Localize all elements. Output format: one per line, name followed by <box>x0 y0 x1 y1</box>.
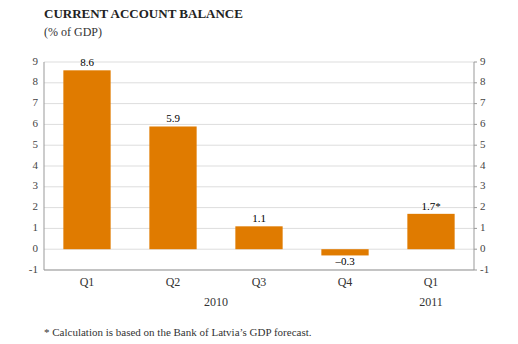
y-tick-label: 1 <box>33 221 39 233</box>
data-label: 8.6 <box>80 56 94 68</box>
y2-tick-label: 3 <box>480 179 486 191</box>
y-tick-label: 6 <box>33 117 39 129</box>
y-tick-label: 7 <box>33 96 39 108</box>
title: CURRENT ACCOUNT BALANCE <box>44 6 243 21</box>
group-label: 2010 <box>204 295 228 309</box>
y2-tick-label: 7 <box>480 96 486 108</box>
y-tick-label: -1 <box>29 263 38 275</box>
footnote: * Calculation is based on the Bank of La… <box>44 326 312 338</box>
bar <box>149 126 196 249</box>
x-tick-label: Q1 <box>80 275 95 289</box>
x-axis <box>44 270 474 271</box>
y2-tick-label: 0 <box>480 242 486 254</box>
grid-line <box>44 62 474 63</box>
group-label: 2011 <box>419 295 443 309</box>
x-tick-label: Q1 <box>424 275 439 289</box>
bars <box>63 70 454 255</box>
y2-axis <box>474 62 475 270</box>
y-tick-label: 3 <box>33 179 39 191</box>
y-tick-label: 9 <box>33 55 39 67</box>
x-tick-label: Q2 <box>166 275 181 289</box>
data-label: 5.9 <box>166 112 180 124</box>
y2-tick-label: 8 <box>480 75 486 87</box>
chart: CURRENT ACCOUNT BALANCE (% of GDP) -1 0 1 2 3 4… <box>0 0 518 344</box>
data-label: –0.3 <box>334 255 355 267</box>
y-tick-label: 2 <box>33 200 39 212</box>
y2-tick-label: 2 <box>480 200 486 212</box>
y-tick-label: 5 <box>33 138 39 150</box>
x-tick-label: Q4 <box>338 275 353 289</box>
y2-tick-label: 5 <box>480 138 486 150</box>
data-label: 1.7* <box>421 200 440 212</box>
y-tick-label: 0 <box>33 242 39 254</box>
grid-line <box>44 270 474 271</box>
y2-tick-label: 4 <box>480 159 486 171</box>
x-tick-label: Q3 <box>252 275 267 289</box>
y2-tick-label: 1 <box>480 221 486 233</box>
bar <box>63 70 110 249</box>
y-axis <box>44 62 45 270</box>
y2-tick-label: 9 <box>480 55 486 67</box>
subtitle: (% of GDP) <box>44 25 102 39</box>
y2-tick-label: -1 <box>480 263 489 275</box>
data-label: 1.1 <box>252 212 266 224</box>
y-tick-label: 8 <box>33 75 39 87</box>
y-tick-label: 4 <box>33 159 39 171</box>
bar <box>407 214 454 249</box>
y2-tick-label: 6 <box>480 117 486 129</box>
bar <box>235 226 282 249</box>
grid <box>44 62 474 270</box>
